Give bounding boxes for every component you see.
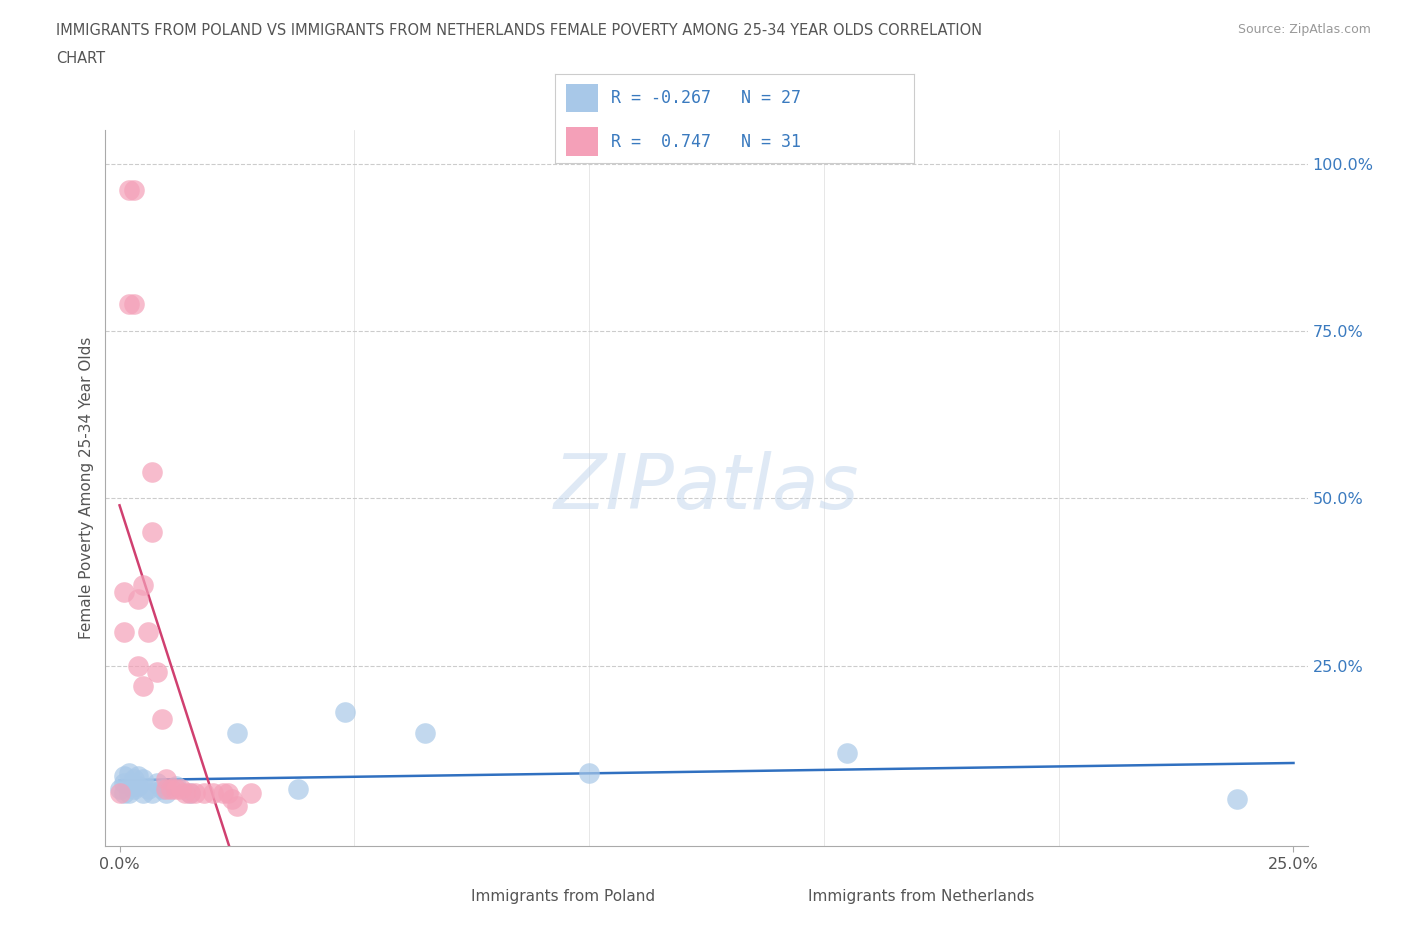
Point [174,785,197,800]
Point [118,297,141,312]
Y-axis label: Female Poverty Among 25-34 Year Olds: Female Poverty Among 25-34 Year Olds [79,337,94,640]
Point [127,658,149,673]
Point [122,778,145,793]
Point [112,785,135,800]
Text: CHART: CHART [56,51,105,66]
Point [132,772,155,787]
Point [179,785,201,800]
Point [150,782,173,797]
Point [112,776,135,790]
Point [118,183,141,198]
Text: IMMIGRANTS FROM POLAND VS IMMIGRANTS FROM NETHERLANDS FEMALE POVERTY AMONG 25-34: IMMIGRANTS FROM POLAND VS IMMIGRANTS FRO… [56,23,983,38]
Point [146,776,169,790]
Point [413,725,436,740]
Point [132,678,155,693]
Point [179,785,201,800]
Point [118,765,141,780]
Text: R =  0.747   N = 31: R = 0.747 N = 31 [612,133,801,151]
Point [202,785,225,800]
Point [183,785,205,800]
Point [122,297,145,312]
Point [112,768,135,783]
Point [211,785,233,800]
Point [155,785,177,800]
Point [127,591,149,606]
Point [837,745,859,760]
Point [193,785,215,800]
Point [132,578,155,592]
Point [127,768,149,783]
Point [221,792,243,807]
Point [136,625,159,640]
Point [160,782,183,797]
Point [226,799,249,814]
Point [141,464,163,479]
Text: Source: ZipAtlas.com: Source: ZipAtlas.com [1237,23,1371,36]
Point [165,778,187,793]
Text: Immigrants from Netherlands: Immigrants from Netherlands [808,889,1035,904]
Point [226,725,249,740]
Text: R = -0.267   N = 27: R = -0.267 N = 27 [612,89,801,107]
Point [287,782,309,797]
Point [155,782,177,797]
Point [122,782,145,797]
Point [165,782,187,797]
Point [1226,792,1249,807]
Point [155,772,177,787]
Point [240,785,263,800]
Point [108,782,131,797]
Point [122,183,145,198]
Point [127,778,149,793]
Point [141,525,163,539]
Point [146,665,169,680]
Point [169,782,191,797]
Point [108,785,131,800]
Point [150,711,173,726]
Point [132,785,155,800]
Bar [567,84,599,113]
Bar [567,127,599,155]
Point [141,785,163,800]
Point [217,785,239,800]
Point [118,785,141,800]
Point [112,585,135,600]
Point [112,625,135,640]
Point [578,765,600,780]
Text: ZIPatlas: ZIPatlas [554,451,859,525]
Point [136,782,159,797]
Point [122,772,145,787]
Text: Immigrants from Poland: Immigrants from Poland [471,889,655,904]
Point [333,705,356,720]
